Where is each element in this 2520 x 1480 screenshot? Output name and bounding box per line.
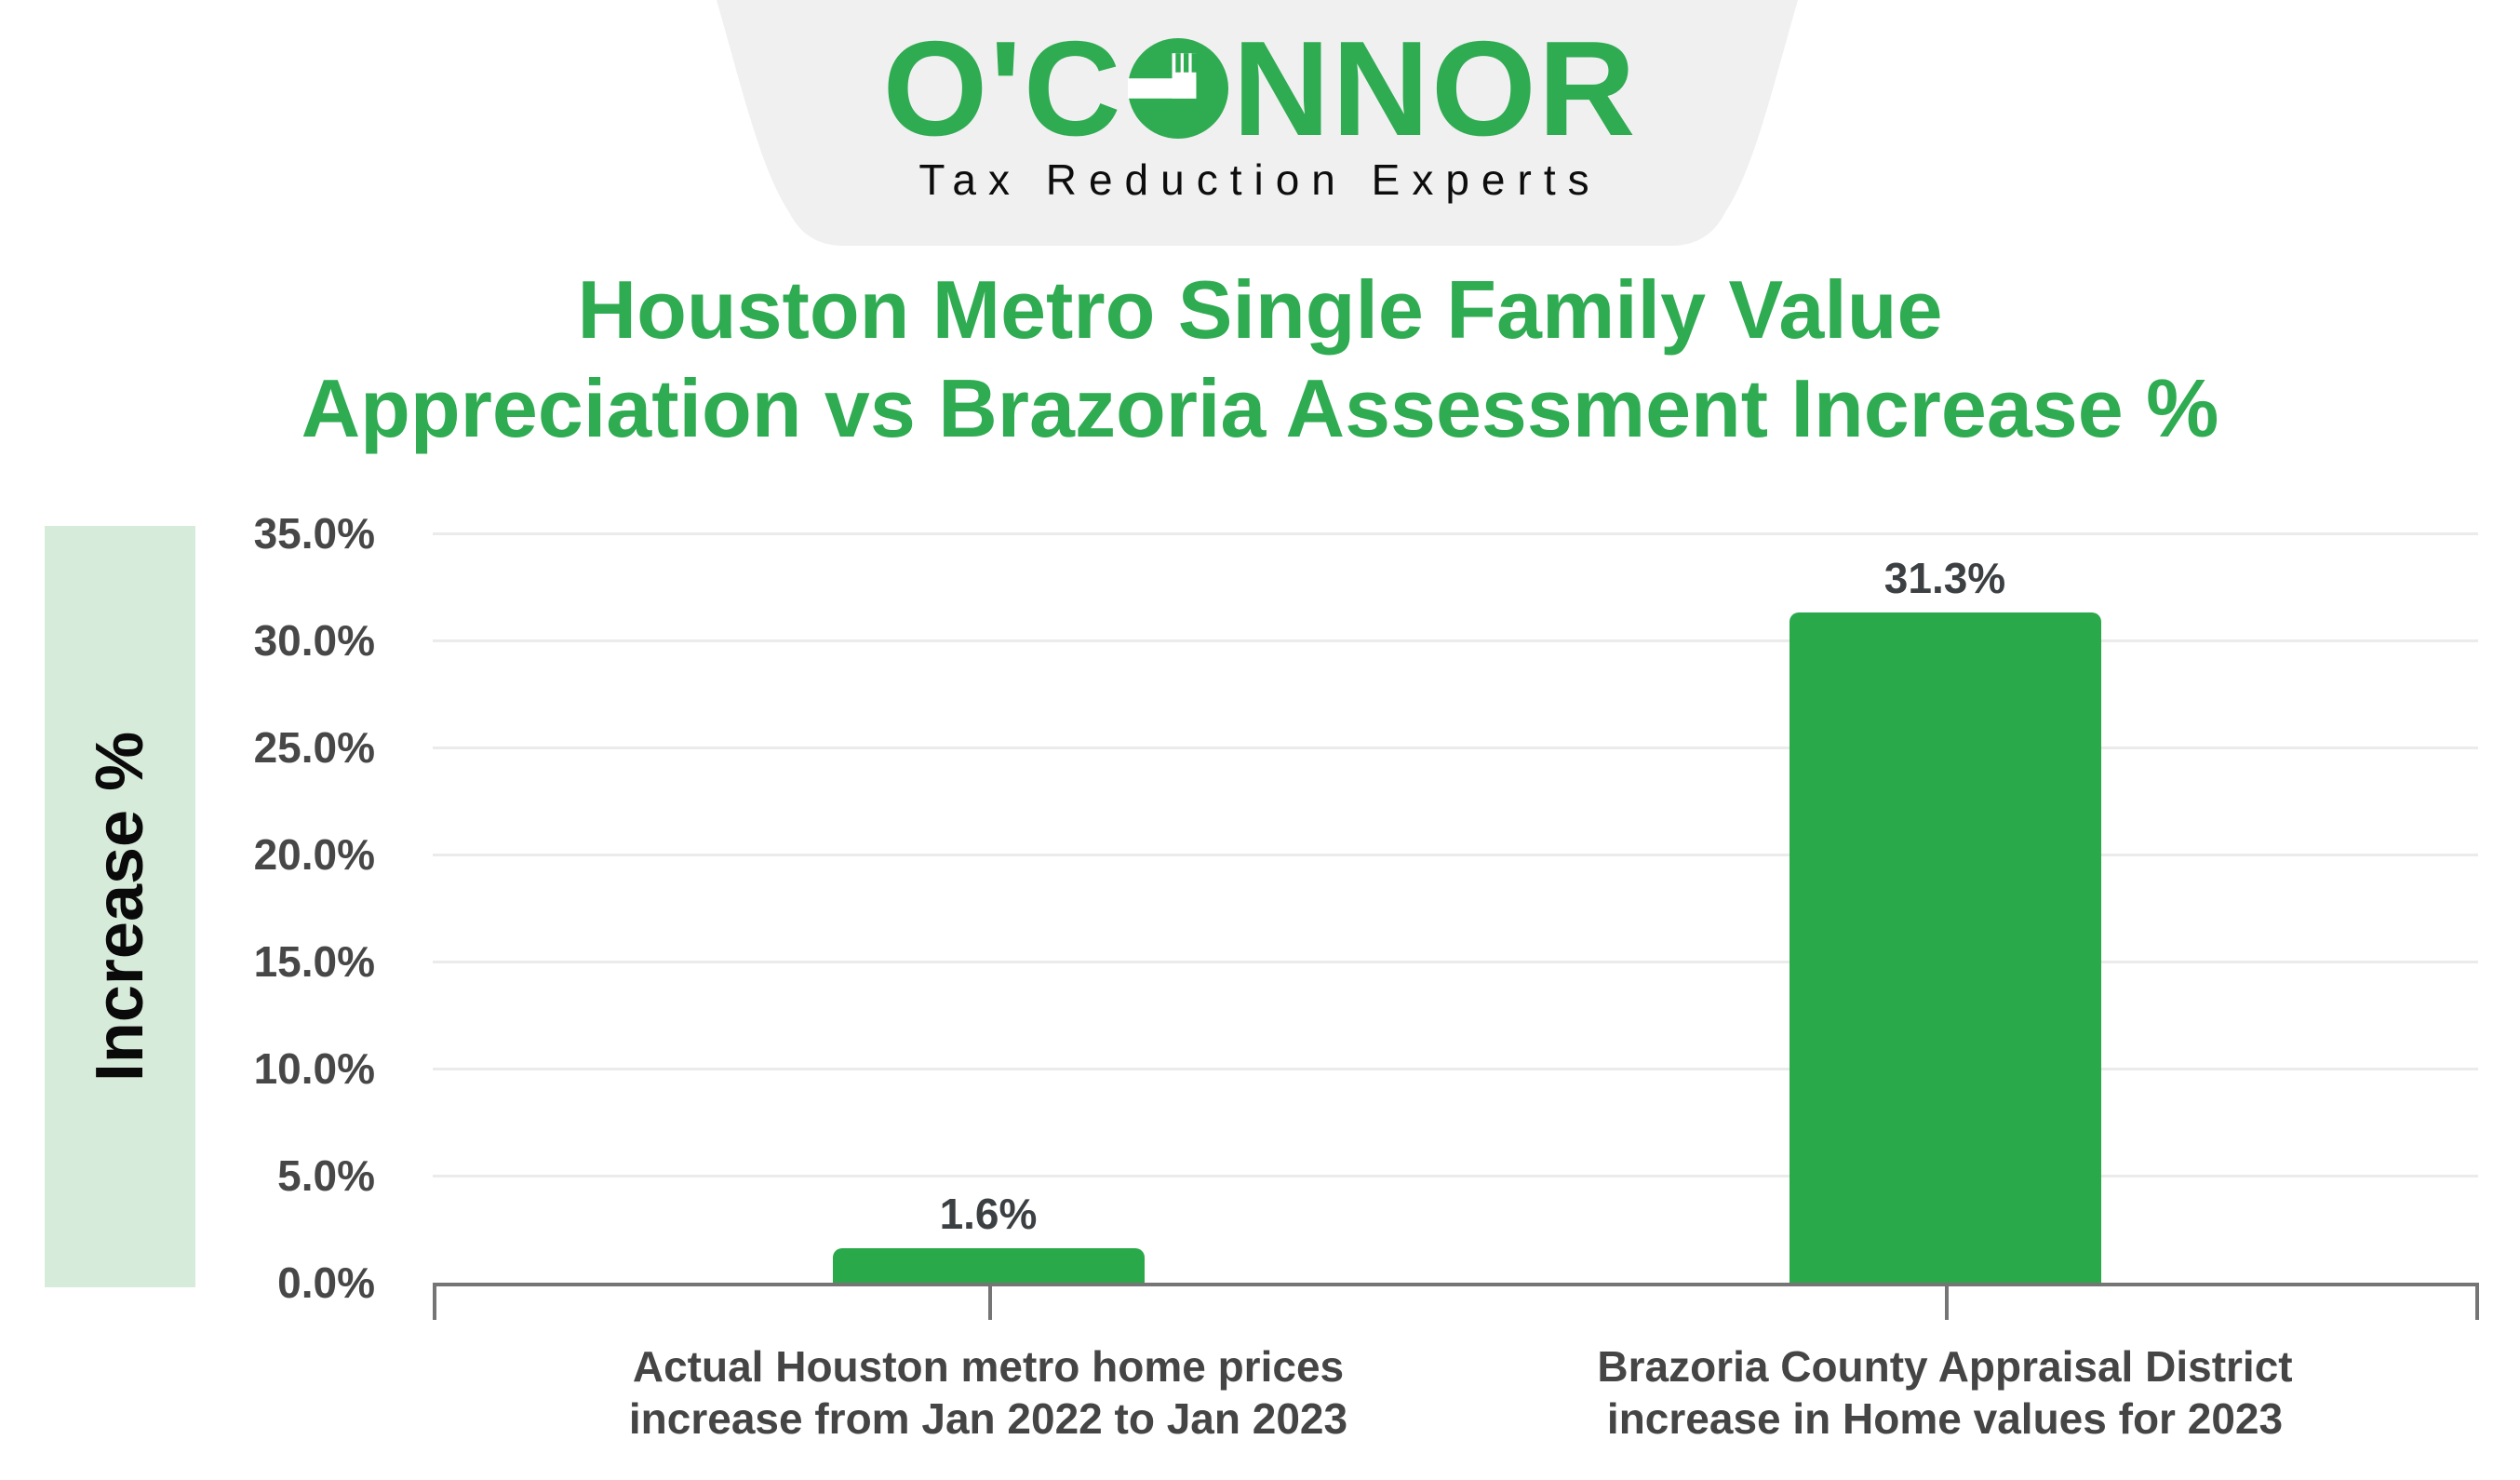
category-label-2: Brazoria County Appraisal District increa… <box>1433 1340 2457 1445</box>
logo-text-left: O'C <box>882 13 1123 164</box>
x-axis-tick-3 <box>1945 1283 1949 1320</box>
logo-text-right: NNOR <box>1232 13 1638 164</box>
chart-title-line1: Houston Metro Single Family Value <box>577 263 1943 356</box>
logo-tagline: Tax Reduction Experts <box>918 155 1602 204</box>
banner-path <box>717 0 1798 246</box>
x-axis-tick-4 <box>2475 1283 2479 1320</box>
gridline-10 <box>433 1068 2478 1070</box>
logo: O'C NNOR <box>0 13 2520 164</box>
category-label-line: increase in Home values for 2023 <box>1606 1394 2284 1443</box>
x-axis-line <box>433 1283 2478 1286</box>
category-label-line: Brazoria County Appraisal District <box>1597 1342 2293 1391</box>
gridline-5 <box>433 1175 2478 1177</box>
chart-title-line2: Appreciation vs Brazoria Assessment Incr… <box>301 362 2219 454</box>
y-tick-label-0: 0.0% <box>277 1258 375 1307</box>
y-tick-label-15: 15.0% <box>253 937 375 986</box>
y-tick-label-25: 25.0% <box>253 723 375 772</box>
bar-data-label-2: 31.3% <box>1883 554 2006 602</box>
y-tick-label-35: 35.0% <box>253 509 375 558</box>
y-axis-label-strip: Increase % <box>45 526 195 1287</box>
y-tick-label-10: 10.0% <box>253 1044 375 1093</box>
gridline-15 <box>433 961 2478 963</box>
category-label-line: Actual Houston metro home prices <box>632 1342 1345 1391</box>
x-axis-tick-2 <box>988 1283 992 1320</box>
bar-2 <box>1789 612 2101 1283</box>
header-banner-shape <box>717 0 1798 246</box>
chart-title: Houston Metro Single Family Value Apprec… <box>0 261 2520 458</box>
category-label-1: Actual Houston metro home prices increase… <box>476 1340 1500 1445</box>
gridline-25 <box>433 747 2478 749</box>
category-label-line: increase from Jan 2022 to Jan 2023 <box>628 1394 1348 1443</box>
y-tick-label-5: 5.0% <box>277 1151 375 1200</box>
gridline-30 <box>433 639 2478 642</box>
x-axis-tick-1 <box>433 1283 436 1320</box>
gridline-35 <box>433 532 2478 535</box>
bar-data-label-1: 1.6% <box>939 1190 1038 1238</box>
key-in-o-icon <box>1127 38 1228 139</box>
y-axis-label: Increase % <box>83 731 157 1083</box>
y-tick-label-30: 30.0% <box>253 616 375 665</box>
y-tick-label-20: 20.0% <box>253 830 375 879</box>
bar-1 <box>832 1248 1145 1283</box>
gridline-20 <box>433 854 2478 856</box>
